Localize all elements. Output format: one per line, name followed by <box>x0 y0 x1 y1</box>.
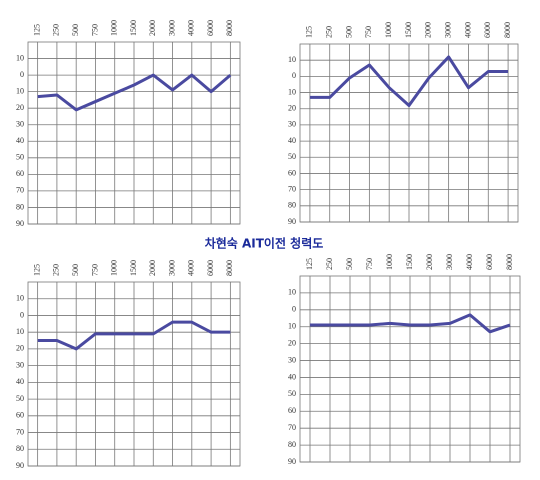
y-tick-label: 60 <box>288 406 296 415</box>
y-tick-label: 90 <box>16 461 24 470</box>
x-tick-label: 500 <box>345 258 354 270</box>
x-tick-label: 2000 <box>148 260 157 276</box>
x-tick-label: 750 <box>365 258 374 270</box>
y-tick-label: 70 <box>288 423 296 432</box>
y-tick-label: 20 <box>288 104 296 113</box>
x-tick-label: 1500 <box>129 20 138 36</box>
x-tick-label: 250 <box>325 258 334 270</box>
y-tick-label: 0 <box>292 71 296 80</box>
y-tick-label: 50 <box>288 389 296 398</box>
x-tick-label: 8000 <box>505 254 514 270</box>
y-tick-label: 30 <box>288 355 296 364</box>
x-tick-label: 125 <box>305 258 314 270</box>
y-tick-label: 90 <box>16 219 24 228</box>
x-tick-label: 2000 <box>148 20 157 36</box>
y-tick-label: 50 <box>16 394 24 403</box>
x-tick-label: 3000 <box>167 20 176 36</box>
x-tick-label: 125 <box>32 24 41 36</box>
x-tick-label: 4000 <box>465 254 474 270</box>
y-tick-label: 10 <box>288 288 296 297</box>
y-tick-label: 90 <box>288 457 296 466</box>
x-tick-label: 250 <box>52 264 61 276</box>
x-tick-label: 750 <box>90 24 99 36</box>
y-tick-label: 40 <box>16 136 24 145</box>
x-tick-label: 1500 <box>404 22 413 38</box>
y-tick-label: 60 <box>16 411 24 420</box>
y-tick-label: 40 <box>288 372 296 381</box>
y-tick-label: 10 <box>16 327 24 336</box>
x-tick-label: 250 <box>52 24 61 36</box>
y-tick-label: 10 <box>16 294 24 303</box>
y-tick-label: 10 <box>16 86 24 95</box>
x-tick-label: 1000 <box>110 20 119 36</box>
y-tick-label: 30 <box>16 120 24 129</box>
y-tick-label: 70 <box>16 186 24 195</box>
hearing-line <box>310 313 511 334</box>
y-tick-label: 30 <box>16 360 24 369</box>
y-tick-label: 50 <box>16 153 24 162</box>
y-tick-label: 80 <box>16 444 24 453</box>
y-tick-label: 20 <box>288 338 296 347</box>
x-tick-label: 500 <box>344 26 353 38</box>
y-tick-label: 60 <box>288 168 296 177</box>
y-tick-label: 70 <box>16 427 24 436</box>
y-tick-label: 80 <box>288 201 296 210</box>
x-tick-label: 250 <box>325 26 334 38</box>
y-tick-label: 10 <box>288 87 296 96</box>
y-tick-label: 0 <box>20 70 24 79</box>
x-tick-label: 6000 <box>206 260 215 276</box>
y-tick-label: 40 <box>288 136 296 145</box>
x-tick-label: 6000 <box>483 22 492 38</box>
x-tick-label: 3000 <box>167 260 176 276</box>
x-tick-label: 8000 <box>225 20 234 36</box>
y-tick-label: 10 <box>16 53 24 62</box>
x-tick-label: 2000 <box>425 254 434 270</box>
x-tick-label: 8000 <box>503 22 512 38</box>
x-tick-label: 1500 <box>129 260 138 276</box>
hearing-line <box>37 320 231 351</box>
y-tick-label: 30 <box>288 120 296 129</box>
y-tick-label: 10 <box>288 322 296 331</box>
y-tick-label: 90 <box>288 217 296 226</box>
x-tick-label: 1000 <box>385 254 394 270</box>
x-tick-label: 4000 <box>187 260 196 276</box>
x-tick-label: 500 <box>71 24 80 36</box>
x-tick-label: 2000 <box>424 22 433 38</box>
y-tick-label: 20 <box>16 344 24 353</box>
y-tick-label: 0 <box>20 310 24 319</box>
x-tick-label: 750 <box>90 264 99 276</box>
y-tick-label: 20 <box>16 103 24 112</box>
x-tick-label: 8000 <box>225 260 234 276</box>
y-tick-label: 40 <box>16 377 24 386</box>
y-tick-label: 0 <box>292 305 296 314</box>
x-tick-label: 125 <box>32 264 41 276</box>
x-tick-label: 4000 <box>187 20 196 36</box>
x-tick-label: 1500 <box>405 254 414 270</box>
y-tick-label: 80 <box>288 440 296 449</box>
x-tick-label: 6000 <box>485 254 494 270</box>
hearing-line <box>37 73 232 112</box>
x-tick-label: 4000 <box>463 22 472 38</box>
x-tick-label: 6000 <box>206 20 215 36</box>
x-tick-label: 3000 <box>445 254 454 270</box>
y-tick-label: 50 <box>288 152 296 161</box>
x-tick-label: 500 <box>71 264 80 276</box>
hearing-line <box>309 55 509 107</box>
x-tick-label: 3000 <box>443 22 452 38</box>
y-tick-label: 10 <box>288 55 296 64</box>
x-tick-label: 125 <box>305 26 314 38</box>
x-tick-label: 750 <box>364 26 373 38</box>
y-tick-label: 60 <box>16 169 24 178</box>
y-tick-label: 70 <box>288 184 296 193</box>
x-tick-label: 1000 <box>384 22 393 38</box>
caption: 차현숙 AIT이전 청력도 <box>205 236 324 251</box>
x-tick-label: 1000 <box>110 260 119 276</box>
y-tick-label: 80 <box>16 202 24 211</box>
